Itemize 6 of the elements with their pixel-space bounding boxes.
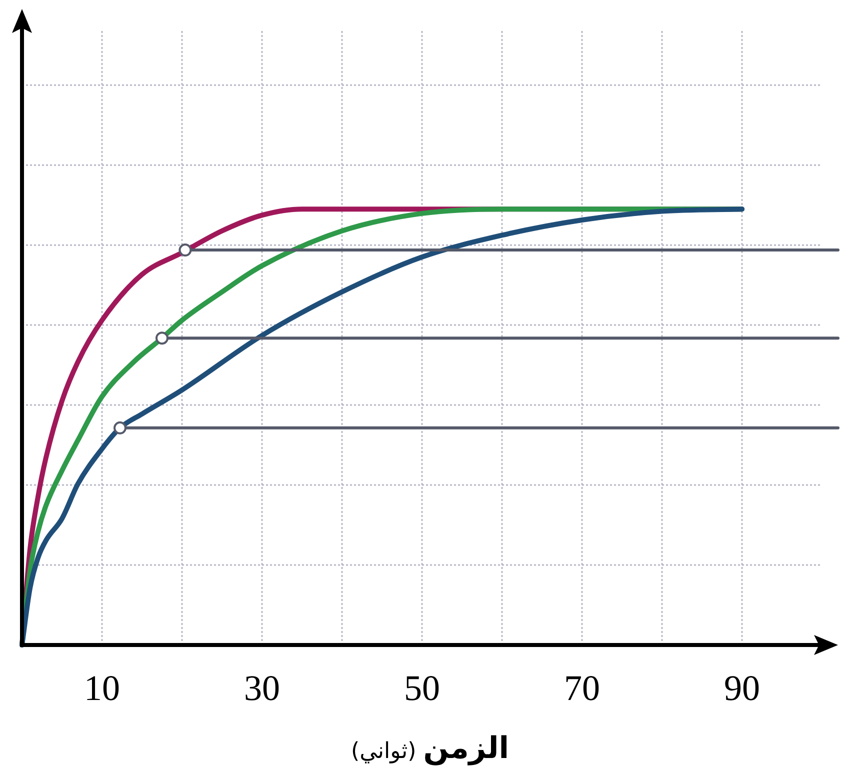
x-tick-label: 10 (84, 668, 120, 708)
x-tick-label: 50 (404, 668, 440, 708)
x-tick-label: 30 (244, 668, 280, 708)
x-tick-label: 90 (724, 668, 760, 708)
x-tick-label: 70 (564, 668, 600, 708)
x-axis-title: الزمن (ثواني) (350, 731, 510, 766)
